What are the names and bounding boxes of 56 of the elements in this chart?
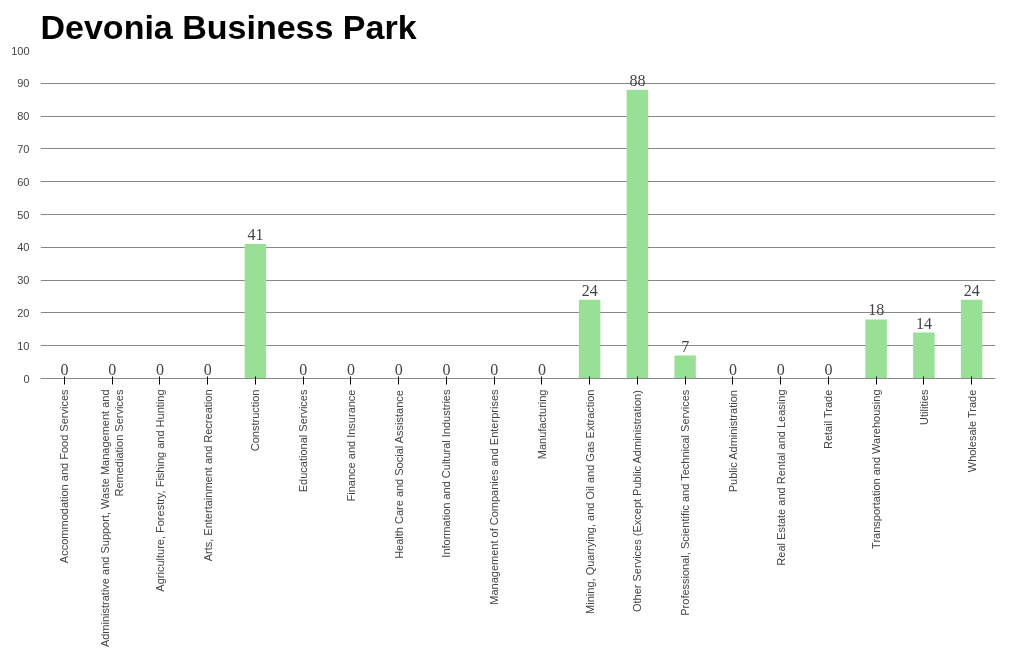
x-tick-label: Retail Trade: [822, 389, 835, 450]
data-label: 0: [60, 360, 69, 378]
bar: [913, 332, 935, 379]
x-tick-label: Mining, Quarrying, and Oil and Gas Extraction: [583, 389, 596, 614]
data-label: 41: [247, 226, 264, 244]
data-label: 0: [346, 360, 355, 378]
data-label: 24: [581, 281, 598, 299]
data-label: 0: [155, 360, 164, 378]
y-tick-label: 50: [17, 208, 30, 221]
x-tick-label: Real Estate and Rental and Leasing: [774, 389, 787, 566]
x-tick-label: Construction: [249, 389, 262, 452]
x-tick-label: Management of Companies and Enterprises: [488, 389, 501, 605]
data-label: 0: [108, 360, 117, 378]
y-tick-label: 60: [17, 175, 30, 188]
bar: [626, 89, 649, 379]
data-label: 0: [537, 360, 546, 378]
y-tick-label: 70: [17, 142, 30, 155]
y-tick-label: 20: [17, 306, 30, 319]
data-label: 0: [299, 360, 308, 378]
bar: [960, 299, 983, 379]
data-label: 0: [490, 360, 499, 378]
data-label: 0: [394, 360, 403, 378]
y-tick-label: 40: [17, 241, 30, 254]
data-label: 14: [915, 314, 932, 332]
x-tick-label: Arts, Entertainment and Recreation: [201, 389, 214, 562]
chart-title: Devonia Business Park: [40, 7, 417, 46]
x-tick-label: Manufacturing: [535, 389, 548, 460]
x-tick-label: Wholesale Trade: [965, 389, 978, 473]
data-label: 0: [203, 360, 212, 378]
x-tick-label: Accommodation and Food Services: [58, 389, 71, 564]
bar: [244, 244, 267, 379]
bar: [865, 319, 887, 379]
x-tick-label: Health Care and Social Assistance: [392, 390, 405, 559]
y-tick-label: 100: [11, 44, 30, 57]
x-tick-label: Administrative and Support, Waste Management and Remediation Services: [98, 389, 126, 648]
data-label: 24: [963, 281, 980, 299]
y-tick-label: 30: [17, 274, 30, 287]
data-label: 0: [776, 360, 785, 378]
x-tick-label: Educational Services: [297, 389, 310, 493]
y-tick-label: 90: [17, 77, 30, 90]
y-tick-label: 0: [23, 372, 30, 385]
bar: [578, 299, 601, 379]
bar: [674, 355, 696, 379]
x-tick-label: Information and Cultural Industries: [440, 389, 453, 558]
x-tick-label: Finance and Insurance: [344, 389, 357, 502]
data-label: 0: [824, 360, 833, 378]
y-tick-label: 10: [17, 339, 30, 352]
x-tick-label: Professional, Scientific and Technical Services: [679, 389, 692, 616]
data-label: 0: [728, 360, 737, 378]
data-label: 0: [442, 360, 451, 378]
x-tick-label: Public Administration: [726, 390, 739, 493]
x-tick-label: Agriculture, Forestry, Fishing and Hunting: [153, 389, 166, 592]
x-tick-label: Utilities: [917, 389, 930, 425]
x-tick-label: Transportation and Warehousing: [870, 389, 883, 549]
x-tick-label: Other Services (Except Public Administration): [631, 390, 644, 613]
y-tick-label: 80: [17, 110, 30, 123]
